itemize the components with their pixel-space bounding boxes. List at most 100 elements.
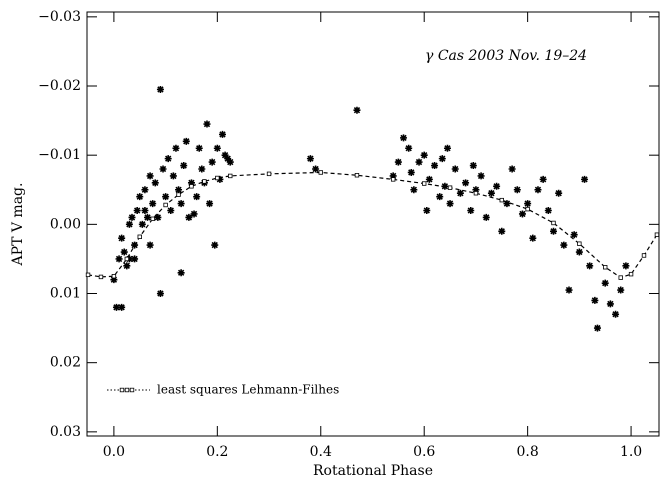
- x-axis-label: Rotational Phase: [313, 463, 433, 479]
- data-point: [518, 210, 526, 218]
- fit-marker: [447, 185, 453, 190]
- data-point: [167, 207, 175, 215]
- data-point: [175, 186, 183, 194]
- data-point: [224, 155, 232, 163]
- data-point: [549, 227, 557, 235]
- data-point: [312, 165, 320, 173]
- data-point: [555, 189, 563, 197]
- data-point: [498, 227, 506, 235]
- data-point: [169, 172, 177, 180]
- y-tick-label: 0.00: [50, 216, 81, 232]
- data-point: [112, 303, 120, 311]
- data-point: [513, 186, 521, 194]
- data-point: [118, 234, 126, 242]
- data-point: [606, 300, 614, 308]
- data-point: [110, 276, 118, 284]
- data-point: [115, 255, 123, 263]
- fit-marker: [228, 173, 233, 179]
- data-point: [469, 162, 477, 170]
- data-point: [456, 189, 464, 197]
- data-point: [198, 165, 206, 173]
- data-point: [508, 165, 516, 173]
- y-tick-label: −0.03: [38, 9, 81, 25]
- data-point: [156, 85, 164, 93]
- data-point: [487, 189, 495, 197]
- data-point: [131, 255, 139, 263]
- data-point: [151, 179, 159, 187]
- data-point: [133, 207, 141, 215]
- data-point: [213, 144, 221, 152]
- data-point: [436, 193, 444, 201]
- x-tick-label: 0.2: [206, 444, 228, 460]
- data-point: [118, 303, 126, 311]
- legend-label: least squares Lehmann-Filhes: [157, 383, 339, 397]
- fit-marker: [577, 241, 582, 246]
- data-point: [146, 172, 154, 180]
- fit-marker: [111, 274, 117, 279]
- data-point: [565, 286, 573, 294]
- data-point: [581, 175, 589, 183]
- fit-marker: [266, 171, 272, 177]
- fit-marker: [176, 192, 181, 197]
- fit-marker: [603, 265, 608, 270]
- fit-marker: [318, 170, 323, 175]
- data-point: [144, 213, 152, 221]
- y-tick-label: 0.01: [50, 286, 81, 302]
- data-point: [177, 200, 185, 208]
- y-tick-label: 0.02: [50, 355, 81, 371]
- fit-line: [87, 171, 658, 279]
- data-point: [128, 213, 136, 221]
- data-point: [138, 220, 146, 228]
- data-point: [190, 210, 198, 218]
- data-point: [306, 155, 314, 163]
- fit-marker: [390, 177, 396, 182]
- data-point: [415, 158, 423, 166]
- data-point: [467, 207, 475, 215]
- data-point: [431, 162, 439, 170]
- data-point: [226, 158, 234, 166]
- legend-swatch-marker: [119, 387, 125, 393]
- fit-marker: [551, 220, 556, 226]
- data-point: [206, 200, 214, 208]
- fit-marker: [150, 216, 155, 222]
- data-point: [462, 179, 470, 187]
- x-tick-label: 0.0: [103, 444, 125, 460]
- data-point: [221, 151, 229, 159]
- fit-marker: [189, 184, 194, 189]
- y-tick-label: −0.01: [38, 147, 81, 163]
- data-point: [591, 296, 599, 304]
- fit-marker: [422, 181, 427, 186]
- data-point: [141, 207, 149, 215]
- fit-marker: [641, 253, 647, 258]
- fit-marker: [354, 173, 360, 178]
- data-point: [443, 144, 451, 152]
- data-point: [601, 279, 609, 287]
- data-point: [353, 106, 361, 114]
- data-point: [156, 290, 164, 298]
- data-point: [211, 241, 219, 249]
- legend-swatch-marker: [129, 387, 135, 393]
- data-point: [389, 172, 397, 180]
- data-point: [208, 158, 216, 166]
- fit-marker: [473, 191, 479, 196]
- data-point: [539, 175, 547, 183]
- data-point: [612, 310, 620, 318]
- annotation: γ Cas 2003 Nov. 19–24: [425, 48, 587, 64]
- fit-marker: [163, 202, 168, 208]
- data-point: [219, 130, 227, 138]
- data-point: [617, 286, 625, 294]
- data-point: [146, 241, 154, 249]
- fit-marker: [124, 256, 130, 262]
- data-point: [180, 162, 188, 170]
- data-point: [423, 207, 431, 215]
- data-point: [482, 213, 490, 221]
- data-point: [503, 200, 511, 208]
- y-tick-label: 0.03: [50, 424, 81, 440]
- x-tick-label: 0.6: [413, 444, 435, 460]
- x-tick-label: 1.0: [620, 444, 642, 460]
- data-point: [544, 207, 552, 215]
- fit-marker: [499, 197, 504, 203]
- data-point: [420, 151, 428, 159]
- data-point: [472, 186, 480, 194]
